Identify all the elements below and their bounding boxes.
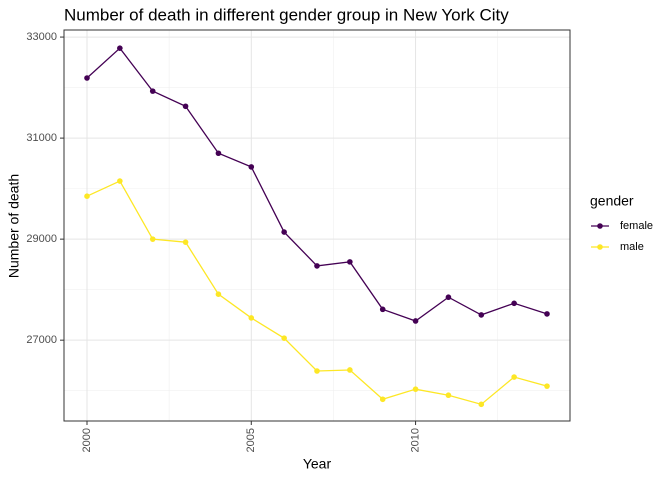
- data-point: [281, 335, 287, 341]
- data-point: [314, 368, 320, 374]
- data-point: [412, 318, 419, 324]
- data-point: [314, 263, 320, 269]
- data-point: [149, 236, 156, 242]
- data-point: [117, 178, 123, 184]
- legend-swatch-point: [597, 244, 603, 250]
- data-point: [511, 300, 517, 307]
- y-tick-label: 31000: [26, 132, 57, 144]
- data-point: [117, 45, 123, 51]
- x-tick-label: 2005: [245, 428, 257, 452]
- data-point: [248, 164, 255, 170]
- data-point: [379, 306, 386, 313]
- y-tick-label: 29000: [26, 233, 57, 245]
- x-tick-label: 2000: [81, 428, 93, 452]
- data-point: [544, 311, 550, 317]
- data-point: [379, 396, 386, 403]
- legend-swatch-point: [597, 223, 603, 229]
- legend-label: male: [620, 241, 644, 253]
- chart-title: Number of death in different gender grou…: [64, 5, 509, 24]
- data-point: [182, 103, 189, 110]
- data-point: [281, 229, 287, 235]
- data-point: [149, 88, 156, 94]
- data-point: [347, 367, 353, 373]
- plot-border: [63, 29, 571, 422]
- data-point: [445, 392, 452, 399]
- data-point: [478, 401, 485, 408]
- y-tick-label: 33000: [26, 31, 57, 43]
- y-axis-label: Number of death: [6, 174, 22, 278]
- data-point: [84, 75, 90, 81]
- x-tick-label: 2010: [409, 428, 421, 452]
- data-point: [248, 315, 255, 321]
- legend-title: gender: [590, 193, 634, 209]
- data-point: [445, 294, 452, 301]
- plot-background: [64, 30, 570, 421]
- x-axis-label: Year: [303, 456, 332, 472]
- data-point: [215, 291, 222, 298]
- data-point: [182, 239, 189, 245]
- legend-label: female: [620, 220, 653, 232]
- data-point: [84, 193, 90, 200]
- data-point: [478, 312, 485, 318]
- data-point: [412, 386, 419, 392]
- data-point: [347, 259, 353, 265]
- data-point: [511, 374, 517, 380]
- y-tick-label: 27000: [26, 334, 57, 346]
- data-point: [544, 383, 550, 389]
- data-point: [215, 150, 222, 157]
